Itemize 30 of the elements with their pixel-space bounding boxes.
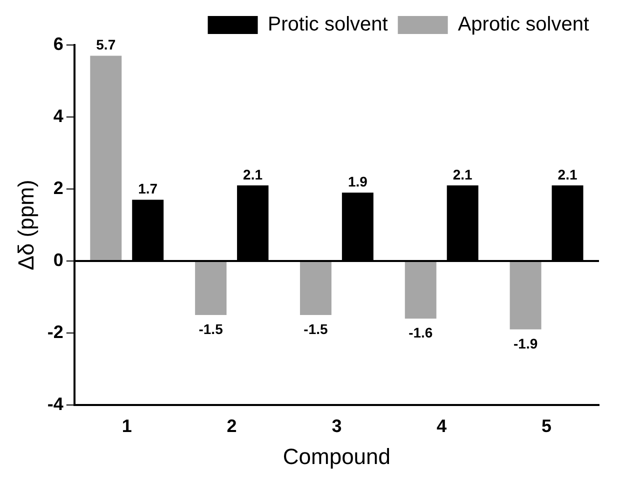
bar	[300, 262, 332, 315]
data-label: -1.5	[198, 320, 224, 337]
data-label: 2.1	[243, 166, 263, 182]
data-label: 1.7	[138, 180, 158, 197]
bar	[404, 262, 436, 319]
y-tick-label: 2	[53, 178, 64, 198]
x-tick-label: 3	[332, 416, 342, 436]
y-axis-title: Δδ (ppm)	[13, 180, 38, 270]
legend-label: Aprotic solvent	[458, 14, 590, 36]
data-label: -1.6	[408, 324, 433, 340]
bar	[90, 56, 122, 260]
legend-label: Protic solvent	[268, 14, 388, 36]
data-label: 2.1	[452, 166, 473, 182]
bar	[195, 262, 227, 315]
data-label: 1.9	[348, 173, 368, 190]
data-label: 5.7	[96, 36, 116, 53]
data-label: 2.1	[558, 166, 578, 182]
x-tick-label: 5	[542, 416, 552, 436]
y-tick-label: 0	[53, 250, 64, 270]
y-tick-label: 6	[53, 34, 64, 54]
x-tick-label: 2	[226, 416, 237, 436]
data-label: -1.9	[513, 335, 538, 352]
bar	[510, 262, 542, 330]
y-tick-label: -2	[47, 322, 64, 342]
x-tick-label: 4	[436, 416, 447, 436]
x-tick-label: 1	[122, 416, 132, 436]
y-tick-label: 4	[53, 106, 64, 126]
x-axis-title: Compound	[282, 444, 391, 469]
y-tick-label: -4	[47, 394, 64, 414]
data-label: -1.5	[304, 320, 328, 337]
